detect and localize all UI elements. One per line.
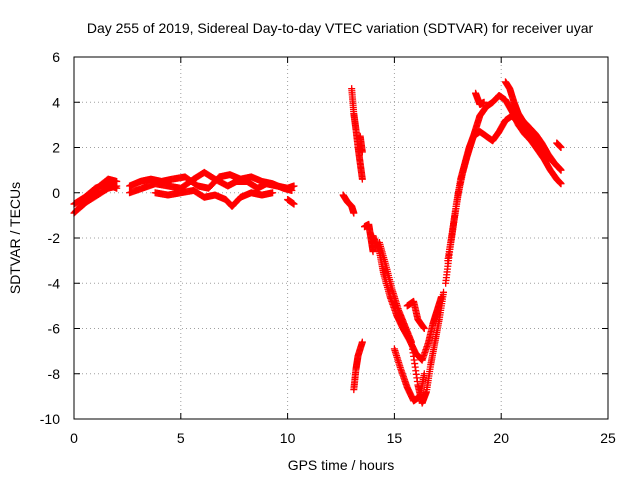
data-points — [70, 78, 565, 407]
data-point — [557, 180, 565, 188]
x-axis-label: GPS time / hours — [288, 457, 395, 473]
y-tick-label: -4 — [48, 275, 61, 291]
y-tick-label: -2 — [48, 230, 61, 246]
data-point — [420, 370, 428, 378]
y-tick-label: 6 — [52, 49, 60, 65]
data-point — [358, 148, 366, 156]
x-tick-label: 15 — [387, 430, 403, 446]
data-point — [420, 325, 428, 332]
data-point — [290, 200, 298, 208]
y-tick-label: -10 — [40, 411, 60, 427]
data-point — [557, 144, 565, 151]
chart-title: Day 255 of 2019, Sidereal Day-to-day VTE… — [87, 20, 594, 36]
data-point — [269, 189, 277, 197]
data-point — [113, 182, 121, 190]
x-tick-label: 0 — [70, 430, 78, 446]
data-point — [288, 186, 296, 194]
grid-lines — [74, 57, 608, 419]
data-point — [350, 209, 358, 217]
data-point — [290, 182, 298, 190]
data-point — [358, 338, 366, 346]
x-tick-label: 25 — [600, 430, 616, 446]
data-point — [480, 98, 488, 106]
y-tick-label: -6 — [48, 321, 61, 337]
x-tick-label: 5 — [177, 430, 185, 446]
x-tick-labels: 0 5 10 15 20 25 — [70, 430, 616, 446]
x-tick-label: 10 — [280, 430, 296, 446]
y-axis-label: SDTVAR / TECUs — [7, 182, 23, 294]
y-tick-labels: -10 -8 -6 -4 -2 0 2 4 6 — [40, 49, 60, 427]
x-tick-label: 20 — [493, 430, 509, 446]
data-point — [358, 175, 366, 183]
data-point — [369, 248, 377, 256]
y-tick-label: 2 — [52, 140, 60, 156]
data-point — [557, 166, 565, 174]
axis-ticks — [73, 56, 609, 420]
y-tick-label: 0 — [52, 185, 60, 201]
data-point — [440, 288, 448, 296]
y-tick-label: 4 — [52, 94, 60, 110]
y-tick-label: -8 — [48, 366, 61, 382]
